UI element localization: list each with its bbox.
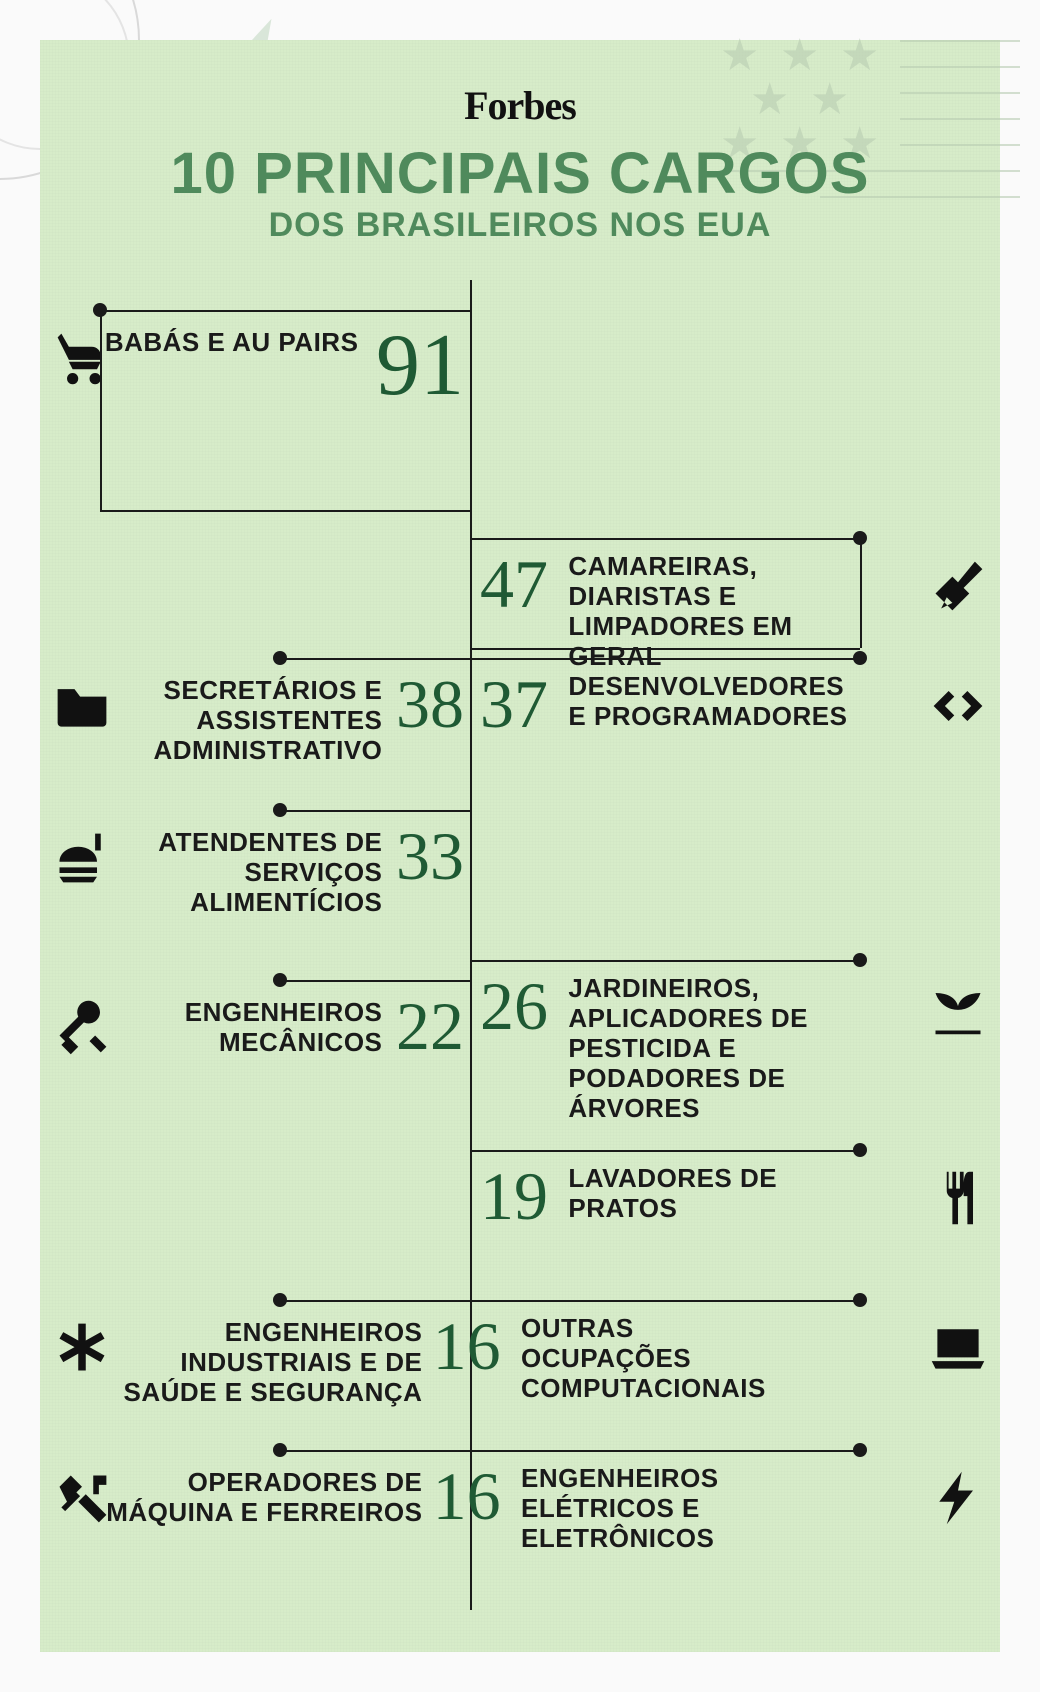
branch-dot-icon: [853, 1443, 867, 1457]
item-label: JARDINEIROS,APLICADORES DEPESTICIDA EPOD…: [568, 974, 848, 1123]
item-label: BABÁS E AU PAIRS: [98, 328, 358, 358]
item-value: 38: [396, 670, 464, 738]
bolt-icon: [928, 1468, 988, 1528]
item-label: ATENDENTES DESERVIÇOSALIMENTÍCIOS: [142, 828, 382, 918]
tools-icon: [52, 998, 112, 1058]
branch-dot-icon: [853, 1293, 867, 1307]
value-bar-cap: [100, 510, 470, 512]
branch-line: [280, 1300, 470, 1302]
item-value: 91: [376, 322, 464, 410]
infographic-subtitle: DOS BRASILEIROS NOS EUA: [40, 206, 1000, 245]
branch-line: [470, 658, 860, 660]
branch-dot-icon: [273, 973, 287, 987]
item-label: OPERADORES DEMÁQUINA E FERREIROS: [102, 1468, 422, 1528]
item-value: 26: [480, 972, 548, 1040]
infographic-title: 10 PRINCIPAIS CARGOS: [40, 140, 1000, 207]
branch-line: [470, 1450, 860, 1452]
item-label: ENGENHEIROSINDUSTRIAIS E DESAÚDE E SEGUR…: [122, 1318, 422, 1408]
item-value: 19: [480, 1162, 548, 1230]
broom-icon: [928, 556, 988, 616]
branch-dot-icon: [853, 1143, 867, 1157]
item-label: SECRETÁRIOS EASSISTENTESADMINISTRATIVO: [132, 676, 382, 766]
spine-line: [470, 280, 472, 1610]
fastfood-icon: [52, 828, 112, 888]
branch-line: [470, 1150, 860, 1152]
branch-line: [100, 310, 470, 312]
item-label: ENGENHEIROSELÉTRICOS EELETRÔNICOS: [521, 1464, 801, 1554]
branch-dot-icon: [273, 651, 287, 665]
branch-dot-icon: [853, 651, 867, 665]
item-label: CAMAREIRAS,DIARISTAS ELIMPADORES EM GERA…: [568, 552, 888, 672]
branch-line: [470, 960, 860, 962]
value-bar: [860, 538, 862, 648]
item-value: 16: [433, 1462, 501, 1530]
item-label: OUTRASOCUPAÇÕESCOMPUTACIONAIS: [521, 1314, 801, 1404]
branch-dot-icon: [273, 803, 287, 817]
item-label: ENGENHEIROSMECÂNICOS: [162, 998, 382, 1058]
value-bar: [100, 310, 102, 510]
asterisk-icon: [52, 1318, 112, 1378]
branch-line: [280, 658, 470, 660]
code-icon: [928, 676, 988, 736]
item-label: LAVADORES DEPRATOS: [568, 1164, 828, 1224]
item-value: 33: [396, 822, 464, 890]
laptop-icon: [928, 1318, 988, 1378]
item-label: DESENVOLVEDORESE PROGRAMADORES: [568, 672, 868, 732]
plant-icon: [928, 978, 988, 1038]
canvas: ★ ★ ★ ★ ★ ★ ★ ★ Forbes 10 PRINCIPAIS CAR…: [0, 0, 1040, 1692]
brand-logo: Forbes: [40, 82, 1000, 129]
branch-line: [280, 1450, 470, 1452]
stroller-icon: [52, 328, 112, 388]
branch-line: [280, 810, 470, 812]
item-value: 37: [480, 670, 548, 738]
branch-line: [280, 980, 470, 982]
fork-icon: [928, 1168, 988, 1228]
item-value: 47: [480, 550, 548, 618]
hammer-icon: [52, 1468, 112, 1528]
value-bar-cap: [470, 648, 860, 650]
branch-line: [470, 538, 860, 540]
branch-dot-icon: [853, 953, 867, 967]
branch-dot-icon: [273, 1443, 287, 1457]
branch-line: [470, 1300, 860, 1302]
item-value: 22: [396, 992, 464, 1060]
branch-dot-icon: [273, 1293, 287, 1307]
infographic-panel: ★ ★ ★ ★ ★ ★ ★ ★ Forbes 10 PRINCIPAIS CAR…: [40, 40, 1000, 1652]
folder-icon: [52, 676, 112, 736]
item-value: 16: [433, 1312, 501, 1380]
